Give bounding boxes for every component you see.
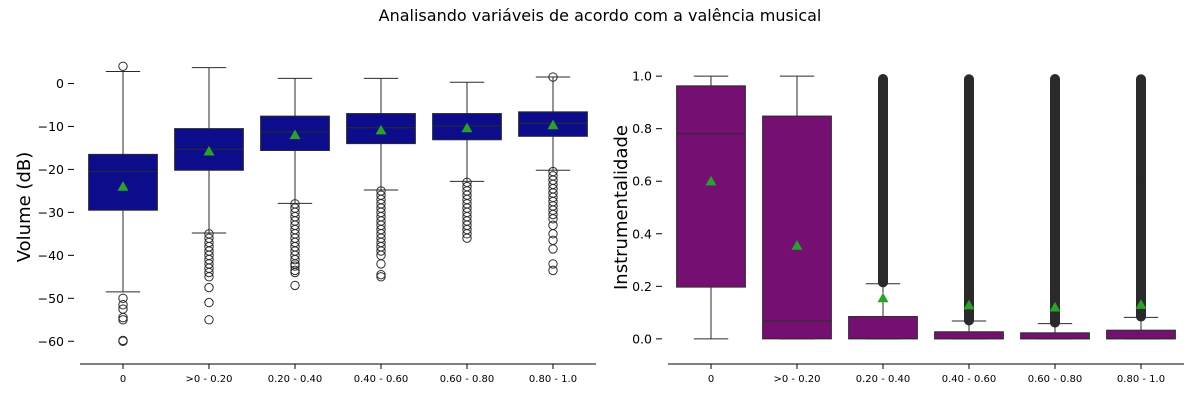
outlier-point: [548, 259, 558, 269]
mean-marker: [375, 124, 387, 135]
box-iqr: [848, 316, 918, 340]
box-iqr: [934, 331, 1004, 340]
x-tick-label: 0.60 - 0.80: [1028, 374, 1083, 385]
outlier-point: [118, 336, 128, 346]
x-tick-label: 0.20 - 0.40: [856, 374, 911, 385]
y-tick-label: 1.0: [632, 69, 652, 84]
outlier-point: [376, 246, 386, 256]
box-iqr: [762, 115, 832, 340]
x-tick-label: 0: [708, 374, 714, 385]
outlier-point: [963, 74, 974, 85]
outlier-point: [204, 267, 214, 278]
y-tick-label: 0: [56, 76, 64, 91]
volume-chart-panel: 0 −10 −20 −30 −40 −50 −60 Volume (dB) 0 >0 - 0.20…: [14, 61, 596, 385]
y-tick-label: 0.4: [632, 226, 652, 241]
outlier-point: [204, 272, 214, 282]
y-tick-label: −40: [38, 248, 64, 263]
outlier-point: [548, 229, 558, 239]
box-group: [88, 61, 158, 346]
mean-marker: [117, 181, 129, 191]
box-group: [1020, 74, 1090, 340]
x-tick-label: 0: [120, 374, 126, 385]
outlier-point: [290, 280, 300, 291]
y-tick-label: −10: [38, 119, 64, 134]
box-group: [174, 67, 244, 325]
box-group: [260, 77, 330, 291]
outlier-point: [462, 229, 472, 239]
outlier-point: [376, 259, 386, 269]
outlier-point: [204, 297, 214, 308]
outlier-point: [462, 233, 472, 243]
outlier-point: [118, 293, 128, 303]
box-group: [518, 72, 588, 276]
box-group: [346, 77, 416, 282]
mean-marker: [791, 240, 803, 250]
outlier-point: [548, 214, 558, 224]
x-tick-label: >0 - 0.20: [774, 374, 821, 385]
outlier-point: [290, 261, 300, 271]
outlier-point: [1136, 74, 1147, 85]
outlier-point: [548, 220, 558, 230]
box-group: [934, 74, 1004, 340]
mean-marker: [203, 145, 215, 156]
y-tick-label: −30: [38, 205, 64, 220]
box-iqr: [1020, 332, 1090, 340]
box-iqr: [676, 85, 746, 288]
outlier-point: [548, 244, 558, 254]
box-group: [676, 75, 746, 340]
mean-marker: [877, 292, 889, 303]
x-tick-label: 0.40 - 0.60: [354, 374, 409, 385]
box-group: [432, 81, 502, 243]
x-tick-label: 0.40 - 0.60: [942, 374, 997, 385]
box-group: [1106, 74, 1176, 340]
box-iqr: [1106, 329, 1176, 340]
mean-marker: [461, 122, 473, 133]
outlier-point: [548, 72, 558, 82]
y-tick-label: 0.2: [632, 279, 652, 294]
y-tick-label: −60: [38, 334, 64, 349]
instrumentality-chart-panel: 0.0 0.2 0.4 0.6 0.8 1.0 Instrumentalidade 0 >0 -…: [611, 69, 1184, 385]
y-axis-title: Volume (dB): [14, 152, 35, 263]
outlier-point: [290, 254, 300, 265]
y-tick-label: 0.0: [632, 331, 652, 346]
y-tick-label: −50: [38, 291, 64, 306]
outlier-point: [204, 282, 214, 293]
outlier-point: [290, 265, 300, 276]
outlier-point: [1050, 74, 1061, 85]
mean-marker: [289, 129, 301, 140]
figure-title: Analisando variáveis de acordo com a val…: [378, 6, 822, 25]
outlier-point: [376, 272, 386, 282]
mean-marker: [1135, 299, 1147, 309]
y-tick-label: −20: [38, 162, 64, 177]
outlier-point: [204, 315, 214, 325]
box-group: [762, 75, 832, 340]
mean-marker: [705, 175, 717, 186]
x-tick-label: 0.80 - 1.0: [1117, 374, 1165, 385]
outlier-point: [290, 267, 300, 278]
mean-marker: [963, 299, 975, 310]
y-axis-title: Instrumentalidade: [611, 125, 632, 290]
mean-marker: [547, 119, 559, 130]
x-tick-label: 0.20 - 0.40: [268, 374, 323, 385]
outlier-point: [118, 61, 128, 71]
mean-marker: [1049, 301, 1061, 312]
y-tick-label: 0.8: [632, 121, 652, 136]
outlier-point: [118, 312, 128, 323]
outlier-point: [877, 74, 888, 85]
x-tick-label: >0 - 0.20: [186, 374, 233, 385]
outlier-point: [548, 235, 558, 245]
box-group: [848, 74, 918, 340]
x-tick-label: 0.60 - 0.80: [440, 374, 495, 385]
outlier-point: [548, 265, 558, 276]
x-tick-label: 0.80 - 1.0: [529, 374, 577, 385]
outlier-point: [548, 209, 558, 220]
outlier-point: [118, 315, 128, 325]
y-tick-label: 0.6: [632, 174, 652, 189]
outlier-point: [118, 300, 128, 310]
outlier-point: [376, 269, 386, 280]
